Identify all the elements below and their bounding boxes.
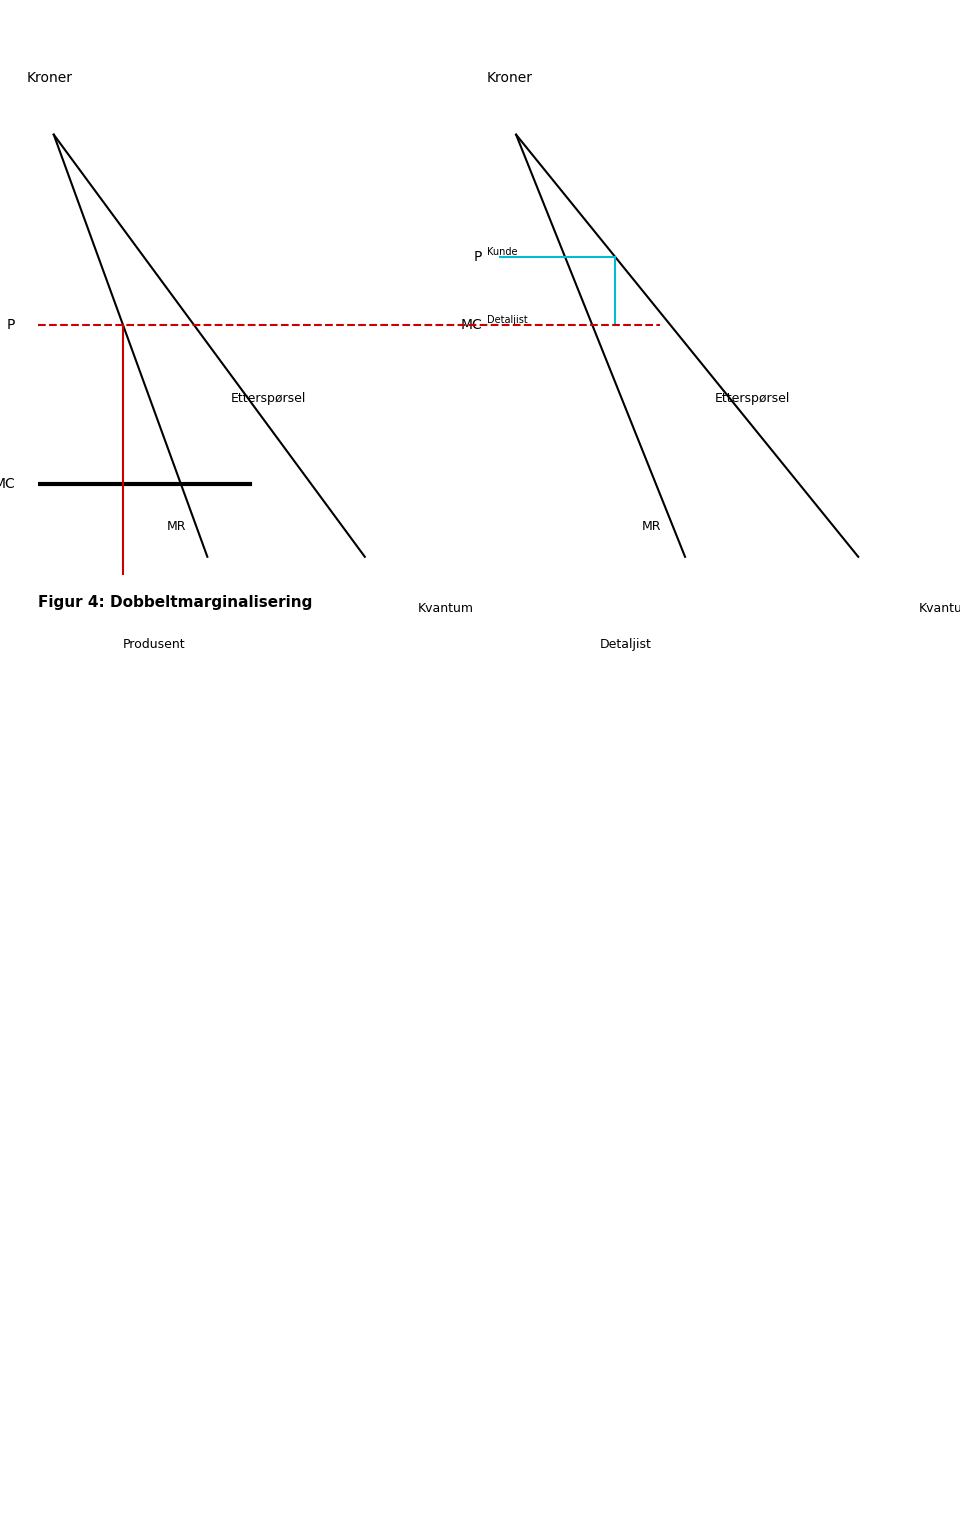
Text: Figur 4: Dobbeltmarginalisering: Figur 4: Dobbeltmarginalisering <box>38 595 313 610</box>
Text: MC: MC <box>461 318 482 333</box>
Text: Kvantum: Kvantum <box>919 602 960 616</box>
Text: MR: MR <box>167 519 186 533</box>
Text: MR: MR <box>641 519 661 533</box>
Text: MC: MC <box>0 477 15 492</box>
Text: Etterspørsel: Etterspørsel <box>231 392 306 405</box>
Text: P: P <box>474 250 482 265</box>
Text: Produsent: Produsent <box>122 638 185 652</box>
Text: Kvantum: Kvantum <box>418 602 473 616</box>
Text: Detaljist: Detaljist <box>600 638 652 652</box>
Text: Kunde: Kunde <box>487 247 517 257</box>
Text: Kroner: Kroner <box>487 71 533 85</box>
Text: Kroner: Kroner <box>27 71 73 85</box>
Text: Detaljist: Detaljist <box>487 315 527 325</box>
Text: P: P <box>7 318 15 333</box>
Text: Etterspørsel: Etterspørsel <box>715 392 790 405</box>
